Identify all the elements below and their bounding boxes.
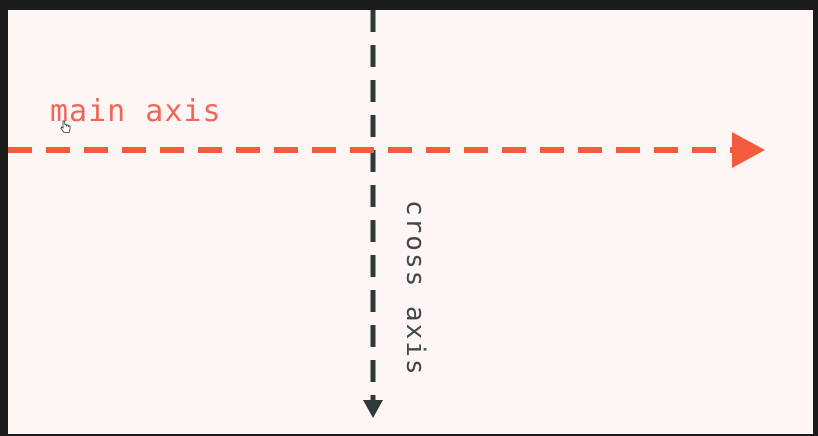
cross-axis-arrowhead	[363, 400, 383, 418]
axes-diagram	[8, 10, 765, 418]
main-axis-label: main axis	[50, 94, 222, 129]
cross-axis-label: cross axis	[400, 200, 430, 377]
main-axis-arrowhead	[732, 132, 765, 168]
diagram-canvas: main axis cross axis	[8, 10, 813, 434]
